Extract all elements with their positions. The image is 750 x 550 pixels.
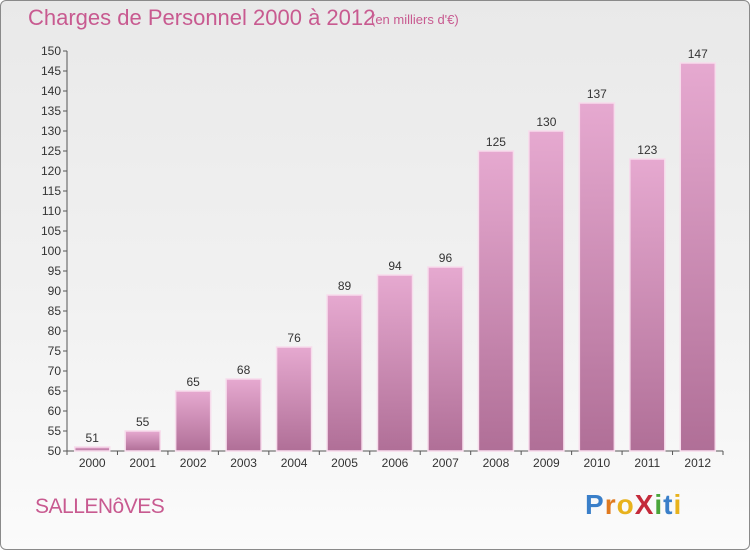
logo-letter: i	[673, 489, 683, 520]
data-label: 137	[587, 87, 607, 101]
y-tick-label: 85	[48, 304, 62, 318]
y-tick-label: 125	[41, 144, 61, 158]
data-label: 94	[388, 259, 402, 273]
x-tick-label: 2010	[583, 456, 610, 470]
bar	[174, 390, 212, 452]
chart-bars	[73, 62, 717, 452]
y-tick: 145	[41, 64, 67, 78]
y-tick: 70	[48, 364, 67, 378]
y-tick: 125	[41, 144, 67, 158]
chart-axes: 50 55 60 65 70 75 80 85 90 95 100 105 110 115 120 125 13…	[41, 44, 724, 458]
chart-labels: 51 2000 55 2001 65 2002 68 2003 76 2004 89 2005 94 20…	[79, 47, 712, 470]
data-label: 125	[486, 135, 506, 149]
x-tick-label: 2012	[684, 456, 711, 470]
y-tick: 120	[41, 164, 67, 178]
bar	[124, 430, 161, 452]
data-label: 89	[338, 279, 352, 293]
y-tick: 105	[41, 224, 67, 238]
logo-letter: t	[663, 489, 674, 520]
bar	[427, 266, 464, 452]
bar	[679, 62, 717, 452]
y-tick-label: 110	[42, 204, 61, 218]
bar	[629, 158, 666, 452]
x-tick-label: 2005	[331, 456, 358, 470]
x-tick-label: 2009	[533, 456, 560, 470]
bar	[528, 130, 565, 452]
bar	[578, 102, 616, 452]
y-tick: 110	[42, 204, 67, 218]
logo-letter: i	[654, 489, 664, 520]
y-tick: 130	[41, 124, 67, 138]
x-tick-label: 2007	[432, 456, 459, 470]
y-tick: 65	[48, 384, 67, 398]
y-tick-label: 140	[41, 84, 61, 98]
y-tick-label: 65	[48, 384, 62, 398]
data-label: 55	[136, 415, 150, 429]
y-tick-label: 80	[48, 324, 62, 338]
bar	[73, 446, 111, 452]
y-tick-label: 75	[48, 344, 62, 358]
bar	[275, 346, 313, 452]
x-tick-label: 2006	[382, 456, 409, 470]
x-tick-label: 2008	[483, 456, 510, 470]
y-tick-label: 145	[41, 64, 61, 78]
data-label: 65	[186, 375, 200, 389]
x-tick-label: 2001	[129, 456, 156, 470]
x-tick-label: 2000	[79, 456, 106, 470]
y-tick: 140	[41, 84, 67, 98]
chart-subtitle: (en milliers d'€)	[371, 12, 459, 27]
y-tick-label: 135	[41, 104, 61, 118]
y-tick-label: 95	[48, 264, 62, 278]
x-tick-label: 2002	[180, 456, 207, 470]
y-tick-label: 60	[48, 404, 62, 418]
data-label: 76	[287, 331, 301, 345]
commune-name: SALLENôVES	[35, 495, 165, 518]
y-tick-label: 100	[41, 244, 61, 258]
logo-letter: P	[585, 489, 605, 520]
x-tick-label: 2003	[230, 456, 257, 470]
y-tick-label: 70	[48, 364, 62, 378]
bar	[376, 274, 414, 452]
y-tick-label: 115	[42, 184, 61, 198]
y-tick: 115	[42, 184, 67, 198]
y-tick: 50	[48, 444, 67, 458]
y-tick: 95	[48, 264, 67, 278]
y-tick-label: 105	[41, 224, 61, 238]
y-tick: 100	[41, 244, 67, 258]
y-tick-label: 150	[41, 44, 61, 58]
logo-letter: o	[616, 489, 635, 520]
y-tick-label: 120	[41, 164, 61, 178]
y-tick-label: 90	[48, 284, 62, 298]
y-tick: 85	[48, 304, 67, 318]
y-tick: 80	[48, 324, 67, 338]
y-tick: 75	[48, 344, 67, 358]
y-tick-label: 55	[48, 424, 62, 438]
y-tick-label: 50	[48, 444, 62, 458]
y-tick: 55	[48, 424, 67, 438]
bar	[326, 294, 363, 452]
proxiti-logo: ProXiti	[585, 489, 682, 521]
data-label: 147	[688, 47, 708, 61]
x-tick-label: 2004	[281, 456, 308, 470]
logo-letter: r	[604, 489, 617, 520]
y-tick: 60	[48, 404, 67, 418]
data-label: 51	[86, 431, 100, 445]
data-label: 96	[439, 251, 453, 265]
y-tick: 90	[48, 284, 67, 298]
data-label: 68	[237, 363, 251, 377]
logo-letter: X	[634, 489, 655, 520]
chart-title: Charges de Personnel 2000 à 2012	[28, 5, 376, 30]
y-tick: 135	[41, 104, 67, 118]
x-tick-label: 2011	[634, 456, 660, 470]
bar	[477, 150, 515, 452]
y-tick-label: 130	[41, 124, 61, 138]
y-tick: 150	[41, 44, 67, 58]
data-label: 130	[536, 115, 556, 129]
data-label: 123	[637, 143, 657, 157]
bar	[225, 378, 262, 452]
